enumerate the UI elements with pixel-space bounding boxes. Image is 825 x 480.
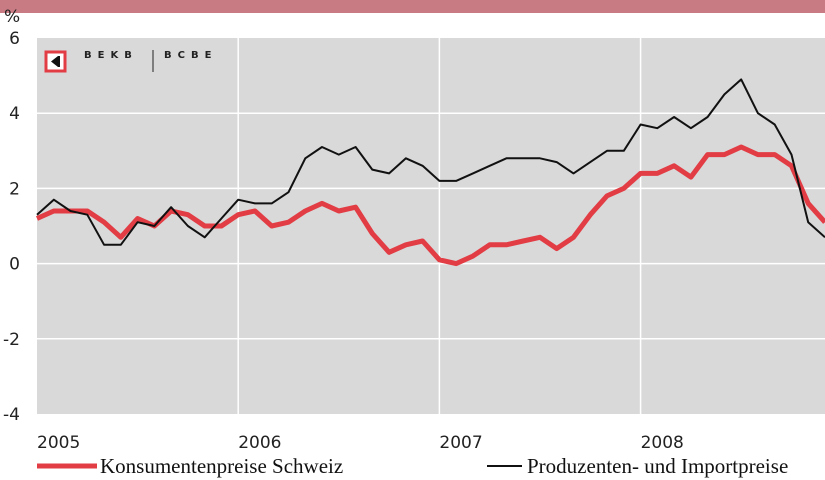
legend-label: Konsumentenpreise Schweiz bbox=[100, 454, 343, 478]
y-unit: % bbox=[4, 7, 20, 27]
x-tick-label: 2006 bbox=[238, 433, 281, 453]
x-tick-label: 2007 bbox=[439, 433, 482, 453]
brand-name: BCBE bbox=[164, 50, 217, 61]
y-tick-label: -4 bbox=[3, 405, 20, 425]
series-line bbox=[35, 144, 825, 267]
series-line bbox=[36, 78, 825, 246]
x-tick-label: 2005 bbox=[37, 433, 80, 453]
y-tick-label: 0 bbox=[9, 255, 20, 275]
y-tick-label: 6 bbox=[9, 29, 20, 49]
y-tick-label: 2 bbox=[9, 179, 20, 199]
logo: BEKB BCBE bbox=[44, 50, 217, 73]
y-tick-label: -2 bbox=[3, 330, 20, 350]
plot-area bbox=[37, 38, 825, 414]
y-tick-label: 4 bbox=[9, 104, 20, 124]
legend-label: Produzenten- und Importpreise bbox=[527, 454, 788, 478]
x-tick-label: 2008 bbox=[641, 433, 684, 453]
brand-name: BEKB bbox=[84, 50, 138, 61]
logo-chevron bbox=[51, 56, 60, 67]
title-banner bbox=[0, 0, 825, 13]
